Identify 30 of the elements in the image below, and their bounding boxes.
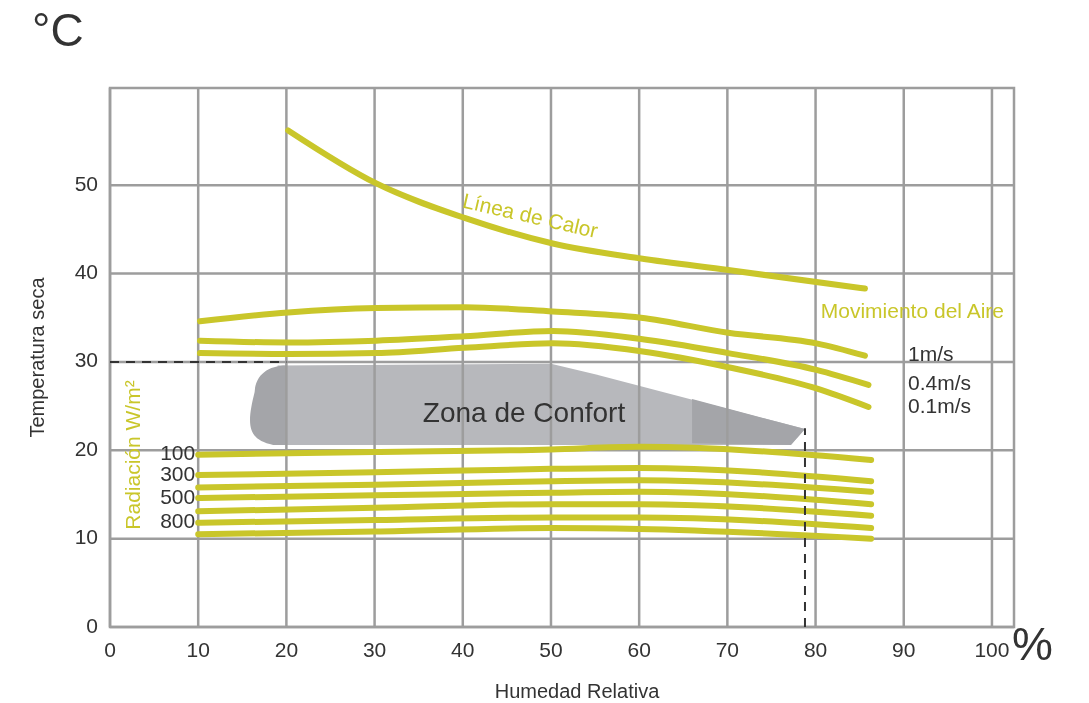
x-tick-label: 90 [892,638,916,661]
series-label: 500 [160,484,196,508]
annotation: Movimiento del Aire [820,299,1004,322]
x-axis-title: Humedad Relativa [494,680,661,702]
series-label: 0.1m/s [908,393,972,417]
x-tick-label: 0 [104,638,116,661]
x-tick-label: 60 [627,638,651,661]
annotation: Radiación W/m² [121,380,144,530]
annotation: Zona de Confort [422,397,626,428]
x-tick-label: 40 [451,638,475,661]
series-label: 800 [160,509,196,533]
text: °C [32,4,84,56]
y-tick-label: 40 [74,260,98,284]
series-label: 0.4m/s [908,371,972,395]
x-tick-label: 50 [539,638,563,661]
y-tick-label: 10 [74,525,98,549]
x-tick-label: 20 [274,638,299,661]
y-tick-label: 30 [74,348,98,372]
x-tick-label: 30 [362,638,387,661]
y-axis-title: Temperatura seca [26,276,48,438]
y-tick-label: 50 [74,171,98,195]
x-tick-label: 80 [803,638,828,661]
annotation: % [1012,618,1053,670]
x-tick-label: 70 [715,638,740,661]
text: 1m/s [908,342,954,366]
y-tick-label: 20 [74,436,98,460]
x-tick-label: 100 [974,638,1010,661]
x-tick-label: 10 [186,638,210,661]
text: Línea de Calor [460,188,601,243]
y-tick-label: 0 [86,613,98,637]
